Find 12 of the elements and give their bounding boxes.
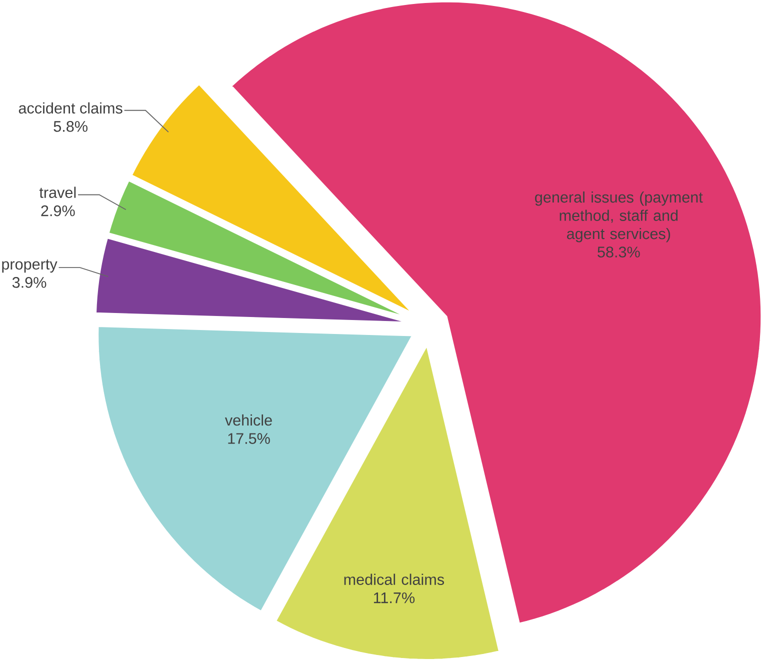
slice-label: vehicle [224, 414, 272, 426]
data-label: 58.3% [598, 246, 640, 258]
slice-label: property [2, 259, 58, 272]
slice-label: accident claims [18, 102, 122, 114]
data-label: 2.9% [41, 205, 75, 216]
data-label: 17.5% [228, 433, 270, 444]
slice-label: travel [39, 186, 76, 198]
data-label: 3.9% [12, 276, 46, 288]
slice-label: medical claims [344, 574, 444, 585]
slice-label: general issues (payment method, staff and agent services) [535, 191, 703, 242]
data-label: 11.7% [374, 592, 415, 604]
data-label: 5.8% [54, 120, 88, 132]
